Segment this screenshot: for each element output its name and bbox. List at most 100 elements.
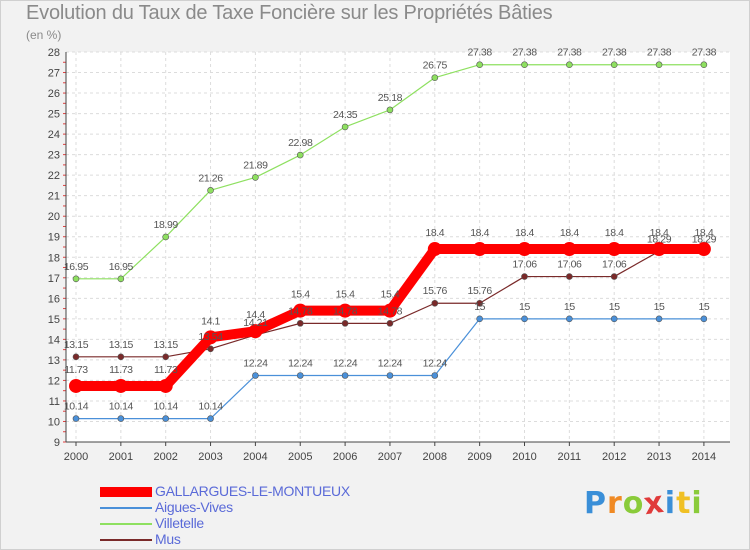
x-tick-label: 2004: [243, 451, 267, 463]
data-point: [117, 353, 125, 361]
data-label: 22.98: [288, 137, 313, 149]
data-label: 13.15: [154, 339, 179, 351]
data-label: 15.76: [468, 285, 493, 297]
data-point: [207, 187, 214, 194]
data-label: 27.38: [602, 47, 627, 59]
x-tick-label: 2003: [198, 451, 222, 463]
y-tick-label: 27: [48, 68, 60, 80]
data-label: 18.4: [694, 227, 713, 239]
legend-swatch: [100, 539, 152, 541]
data-label: 10.14: [154, 401, 179, 413]
data-point: [655, 315, 663, 323]
legend-swatch: [100, 523, 152, 525]
data-label: 15.76: [423, 285, 448, 297]
data-label: 14.78: [288, 305, 313, 317]
legend-label: Villetelle: [155, 515, 204, 531]
data-label: 15: [474, 301, 485, 313]
data-label: 12.24: [378, 357, 403, 369]
x-tick-label: 2000: [64, 451, 88, 463]
data-point: [607, 242, 622, 257]
data-point: [610, 273, 618, 280]
x-tick-label: 2006: [333, 451, 357, 463]
y-tick-label: 9: [54, 437, 60, 449]
data-point: [162, 233, 169, 241]
data-label: 27.38: [468, 47, 493, 59]
data-point: [566, 61, 573, 69]
data-point: [652, 242, 667, 257]
y-tick-label: 16: [48, 293, 60, 305]
data-point: [476, 61, 483, 69]
chart-subtitle: (en %): [26, 28, 62, 42]
data-label: 27.38: [647, 47, 672, 59]
data-label: 14.78: [333, 305, 358, 317]
data-point: [72, 275, 80, 283]
x-tick-label: 2001: [109, 451, 133, 463]
legend-item: Mus: [100, 531, 400, 548]
x-tick-label: 2007: [378, 451, 402, 463]
data-label: 18.4: [560, 227, 579, 239]
data-point: [566, 315, 573, 323]
data-point: [296, 151, 304, 159]
legend-label: Mus: [155, 531, 181, 547]
data-point: [338, 303, 353, 318]
y-tick-label: 14: [48, 334, 60, 346]
data-label: 16.95: [109, 261, 134, 273]
y-tick-label: 12: [48, 375, 60, 387]
data-point: [296, 320, 304, 327]
y-tick-label: 10: [48, 416, 60, 428]
chart-title: Evolution du Taux de Taxe Foncière sur l…: [26, 2, 553, 24]
proxiti-logo: Proxiti: [584, 484, 703, 523]
data-point: [252, 372, 259, 379]
data-point: [162, 415, 169, 422]
brand-letter: P: [584, 486, 607, 521]
data-point: [521, 315, 528, 323]
data-point: [386, 372, 394, 379]
data-point: [472, 242, 487, 257]
data-label: 18.4: [515, 227, 534, 239]
data-point: [69, 378, 83, 393]
data-point: [431, 372, 439, 379]
data-label: 15: [564, 301, 575, 313]
data-point: [207, 345, 214, 353]
data-label: 14.21: [243, 317, 268, 329]
data-point: [207, 415, 214, 422]
legend-label: Aigues-Vives: [155, 499, 233, 515]
data-point: [566, 273, 573, 280]
x-tick-label: 2005: [288, 451, 312, 463]
data-label: 21.89: [243, 159, 268, 171]
data-label: 10.14: [64, 401, 89, 413]
data-point: [696, 242, 711, 257]
data-point: [296, 372, 304, 379]
data-label: 15: [698, 301, 709, 313]
legend-item: GALLARGUES-LE-MONTUEUX: [100, 483, 400, 500]
legend-item: Villetelle: [100, 515, 400, 532]
brand-letter: o: [622, 486, 645, 521]
data-label: 17.06: [602, 259, 627, 271]
data-label: 14.78: [378, 305, 403, 317]
x-tick-label: 2008: [423, 451, 447, 463]
data-label: 25.18: [378, 92, 403, 104]
data-point: [562, 242, 577, 257]
data-point: [117, 275, 125, 283]
data-label: 18.4: [425, 227, 444, 239]
data-point: [382, 303, 397, 318]
y-tick-label: 26: [48, 88, 60, 100]
data-label: 21.26: [198, 172, 223, 184]
data-point: [431, 74, 439, 81]
data-point: [386, 320, 394, 327]
data-label: 16.95: [64, 261, 89, 273]
data-label: 18.99: [154, 219, 179, 231]
data-label: 12.24: [288, 357, 313, 369]
data-point: [610, 61, 618, 69]
brand-letter: i: [664, 486, 677, 521]
y-tick-label: 15: [48, 314, 60, 326]
x-tick-label: 2009: [467, 451, 491, 463]
y-tick-label: 23: [48, 150, 60, 162]
line-chart: 9 10 11 12 13 14 15 16 17 18 19 20 21 22 23 24 25 26 27 28 2…: [48, 47, 730, 463]
data-point: [476, 315, 483, 323]
data-label: 17.06: [512, 259, 537, 271]
brand-letter: x: [642, 484, 668, 523]
x-tick-label: 2014: [692, 451, 716, 463]
data-label: 15.4: [291, 289, 310, 301]
data-point: [427, 242, 442, 257]
